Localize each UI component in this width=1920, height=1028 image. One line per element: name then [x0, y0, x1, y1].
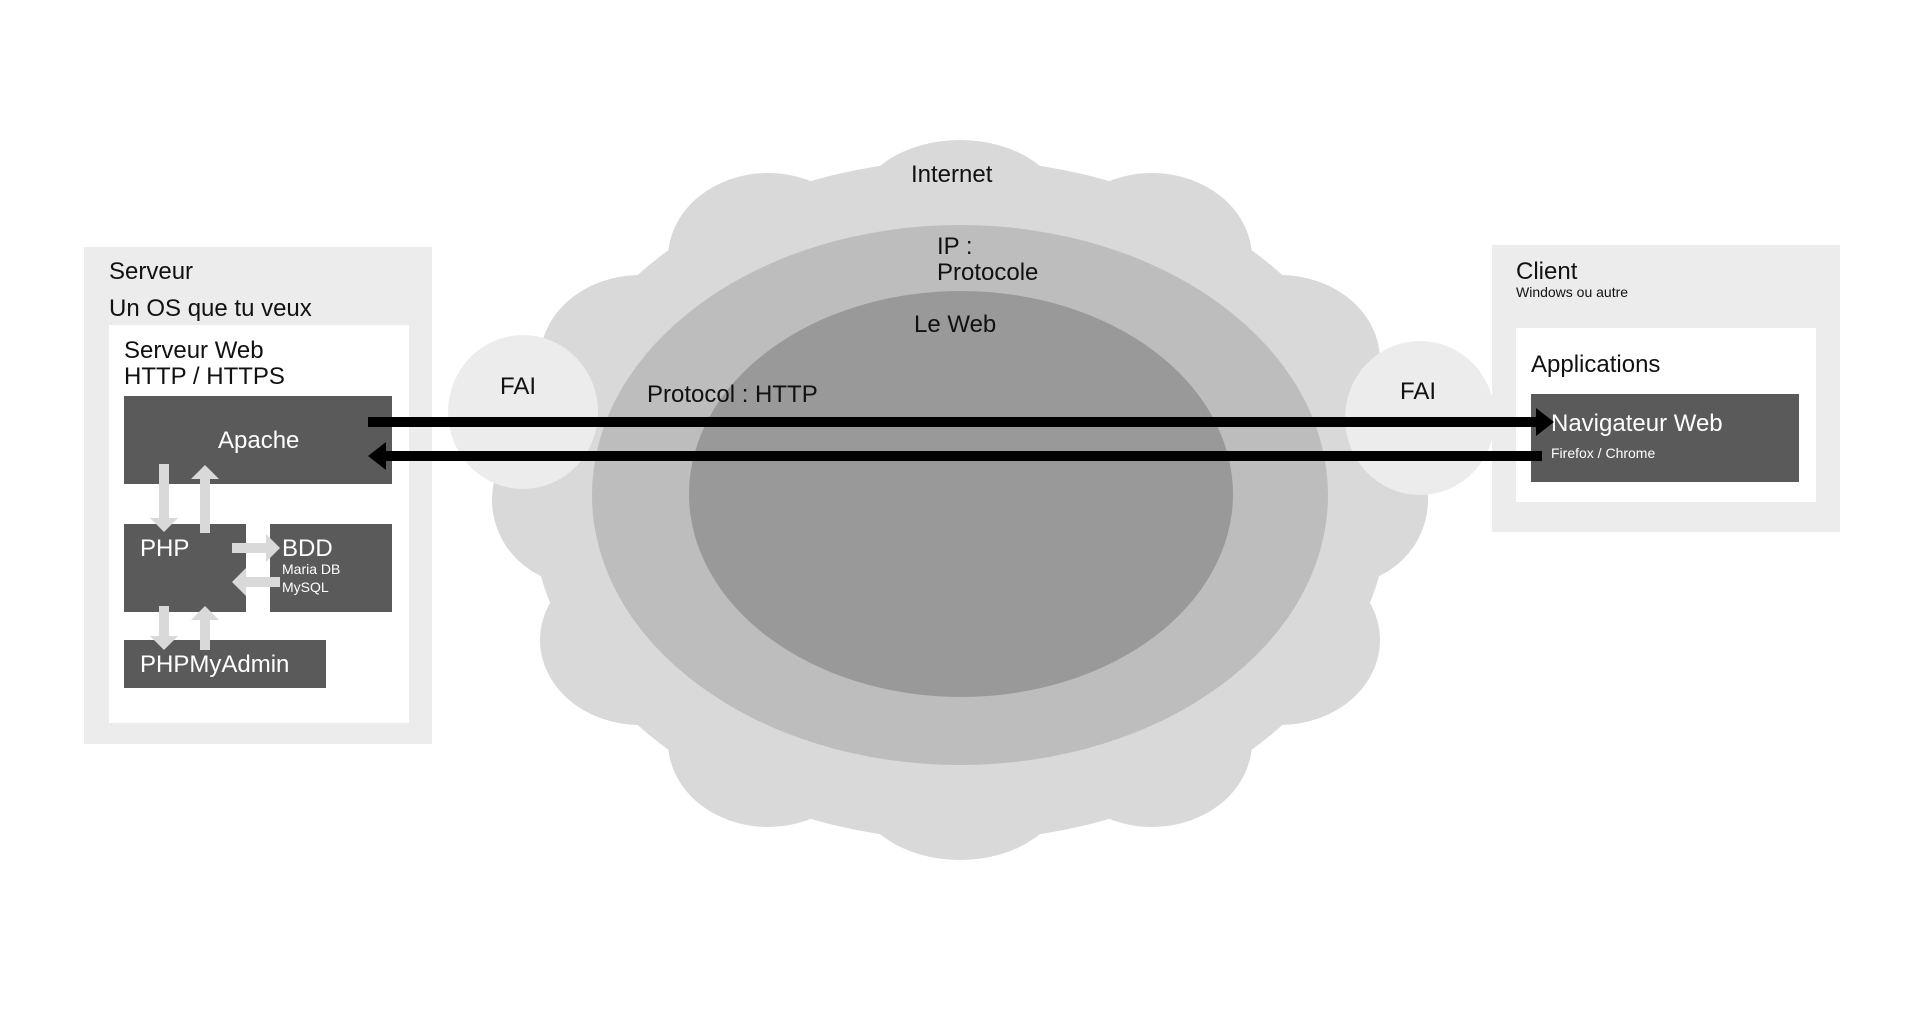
ip-label-line2: Protocole: [937, 259, 1038, 286]
bdd-to-php-arrow-icon: [232, 568, 280, 596]
bdd-engine-mysql: MySQL: [282, 579, 329, 595]
phpmyadmin-label: PHPMyAdmin: [140, 651, 289, 678]
browser-examples: Firefox / Chrome: [1551, 445, 1655, 461]
phpmyadmin-to-php-arrow-icon: [191, 606, 219, 650]
php-box: [124, 524, 246, 612]
bdd-label: BDD: [282, 535, 333, 562]
web-layer: [689, 291, 1233, 697]
internet-label: Internet: [911, 161, 993, 188]
server-os-label: Un OS que tu veux: [109, 295, 312, 322]
protocol-http-label: Protocol : HTTP: [647, 381, 818, 408]
webserver-title: Serveur Web: [124, 337, 264, 364]
client-panel: Client Windows ou autre Applications Nav…: [1492, 245, 1840, 532]
apache-to-php-arrow-icon: [150, 464, 178, 532]
browser-label: Navigateur Web: [1551, 410, 1723, 437]
php-to-apache-arrow-icon: [191, 465, 219, 533]
browser-box: [1531, 394, 1799, 482]
request-arrow-icon: [368, 408, 1554, 436]
phpmyadmin-box: [124, 640, 326, 688]
php-label: PHP: [140, 535, 189, 562]
fai-left-label: FAI: [500, 373, 536, 400]
ip-label-line1: IP :: [937, 233, 973, 260]
php-to-bdd-arrow-icon: [232, 534, 280, 562]
php-to-phpmyadmin-arrow-icon: [150, 606, 178, 650]
client-subtitle: Windows ou autre: [1516, 284, 1628, 300]
server-panel: Serveur Un OS que tu veux Serveur Web HT…: [84, 247, 432, 744]
web-label: Le Web: [914, 311, 996, 338]
applications-title: Applications: [1531, 351, 1660, 378]
webserver-protocols: HTTP / HTTPS: [124, 363, 285, 390]
apache-label: Apache: [218, 427, 299, 454]
bdd-box: [270, 524, 392, 612]
response-arrow-icon: [368, 442, 1542, 470]
fai-left-bubble: [448, 335, 598, 489]
client-title: Client: [1516, 258, 1578, 285]
server-title: Serveur: [109, 258, 193, 285]
fai-right-label: FAI: [1400, 378, 1436, 405]
bdd-engine-mariadb: Maria DB: [282, 561, 340, 577]
